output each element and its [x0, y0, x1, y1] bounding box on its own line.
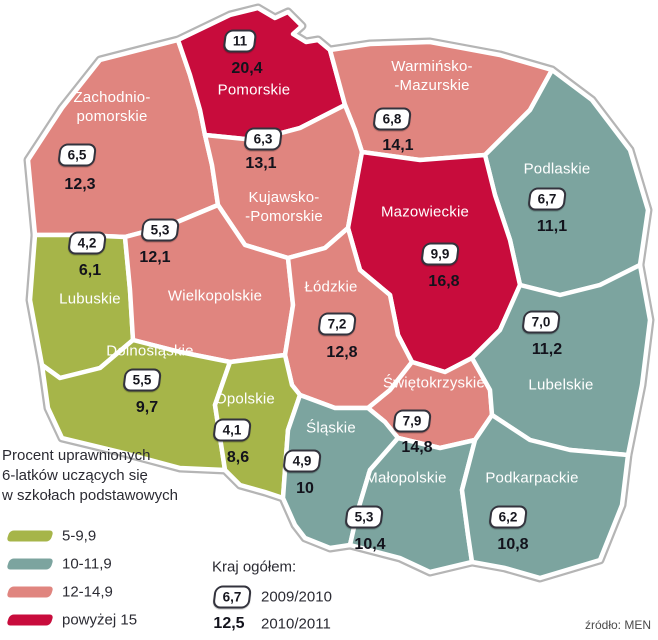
- region-wielkopolskie-label: Wielkopolskie: [167, 287, 263, 305]
- region-swietokrzyskie-value: 14,8: [401, 439, 433, 456]
- legend-label-red: powyżej 15: [62, 611, 138, 629]
- region-pomorskie-value: 20,4: [231, 60, 263, 77]
- region-malopolskie-label: Małopolskie: [365, 469, 447, 487]
- region-swietokrzyskie-badge: 7,9: [392, 409, 432, 433]
- legend-label-teal: 10-11,9: [62, 555, 112, 573]
- region-podkarpackie-badge: 6,2: [488, 505, 528, 529]
- legend-label-salmon: 12-14,9: [62, 583, 113, 601]
- region-lubelskie-badge: 7,0: [521, 310, 561, 334]
- region-wielkopolskie-badge: 5,3: [140, 218, 180, 242]
- region-lodzkie-value: 12,8: [326, 344, 358, 361]
- region-podlaskie-label: Podlaskie: [523, 160, 591, 178]
- region-zachodniopomorskie-badge: 6,5: [57, 143, 97, 167]
- region-lubuskie-label: Lubuskie: [59, 290, 121, 308]
- region-lubuskie-value: 6,1: [78, 262, 102, 279]
- region-opolskie-label: Opolskie: [215, 390, 275, 408]
- country-total-label: Kraj ogółem:: [212, 558, 297, 576]
- region-podlaskie-badge: 6,7: [527, 187, 567, 211]
- region-podlaskie-value: 11,1: [536, 218, 568, 235]
- region-warminsko-mazurskie-badge: 6,8: [372, 107, 412, 131]
- legend-swatch-salmon: [6, 586, 54, 598]
- region-podkarpackie-label: Podkarpackie: [485, 469, 579, 487]
- legend-swatch-green: [6, 530, 54, 542]
- region-wielkopolskie-value: 12,1: [139, 249, 171, 266]
- region-kujawsko-pomorskie-badge: 6,3: [243, 127, 283, 151]
- region-dolnoslaskie-value: 9,7: [135, 399, 159, 416]
- region-malopolskie-shape: [347, 435, 478, 575]
- region-swietokrzyskie-label: Świętokrzyskie: [383, 374, 485, 392]
- region-kujawsko-pomorskie-value: 13,1: [245, 155, 277, 172]
- region-warminsko-mazurskie-label: Warmińsko- -Mazurskie: [391, 57, 473, 94]
- region-pomorskie-label: Pomorskie: [217, 81, 291, 99]
- region-mazowieckie-label: Mazowieckie: [380, 203, 470, 221]
- legend-label-green: 5-9,9: [62, 527, 97, 545]
- legend-swatch-teal: [6, 558, 54, 570]
- region-lodzkie-badge: 7,2: [317, 312, 357, 336]
- region-slaskie-badge: 4,9: [282, 449, 322, 473]
- country-total-year-2010: 2010/2011: [261, 615, 331, 633]
- country-total-year-2009: 2009/2010: [261, 588, 332, 606]
- region-lubelskie-value: 11,2: [531, 341, 563, 358]
- region-lubuskie-badge: 4,2: [67, 231, 107, 255]
- region-pomorskie-badge: 11: [222, 29, 258, 53]
- region-pomorskie-shape: [175, 5, 348, 143]
- region-mazowieckie-value: 16,8: [428, 273, 460, 290]
- region-mazowieckie-badge: 9,9: [420, 242, 460, 266]
- region-zachodniopomorskie-label: Zachodnio- pomorskie: [73, 88, 151, 125]
- region-warminsko-mazurskie-value: 14,1: [382, 137, 414, 154]
- region-slaskie-value: 10: [296, 480, 314, 497]
- country-total-badge-2009: 6,7: [212, 585, 252, 609]
- region-opolskie-value: 8,6: [226, 449, 250, 466]
- legend-swatch-red: [6, 614, 54, 626]
- region-dolnoslaskie-badge: 5,5: [122, 368, 162, 392]
- region-lodzkie-label: Łódzkie: [304, 278, 358, 296]
- region-lubelskie-label: Lubelskie: [528, 376, 594, 394]
- region-podkarpackie-value: 10,8: [497, 536, 529, 553]
- region-zachodniopomorskie-value: 12,3: [64, 176, 96, 193]
- source-credit: źródło: MEN: [585, 618, 652, 632]
- region-slaskie-label: Śląskie: [306, 419, 356, 437]
- region-opolskie-badge: 4,1: [212, 418, 252, 442]
- region-malopolskie-badge: 5,3: [344, 505, 384, 529]
- legend-title: Procent uprawnionych 6-latków uczących s…: [2, 447, 178, 504]
- country-total-value-2010: 12,5: [213, 615, 245, 632]
- region-kujawsko-pomorskie-label: Kujawsko- -Pomorskie: [245, 188, 323, 225]
- region-malopolskie-value: 10,4: [354, 536, 386, 553]
- region-dolnoslaskie-label: Dolnośląskie: [106, 342, 194, 360]
- region-podkarpackie-shape: [459, 412, 631, 581]
